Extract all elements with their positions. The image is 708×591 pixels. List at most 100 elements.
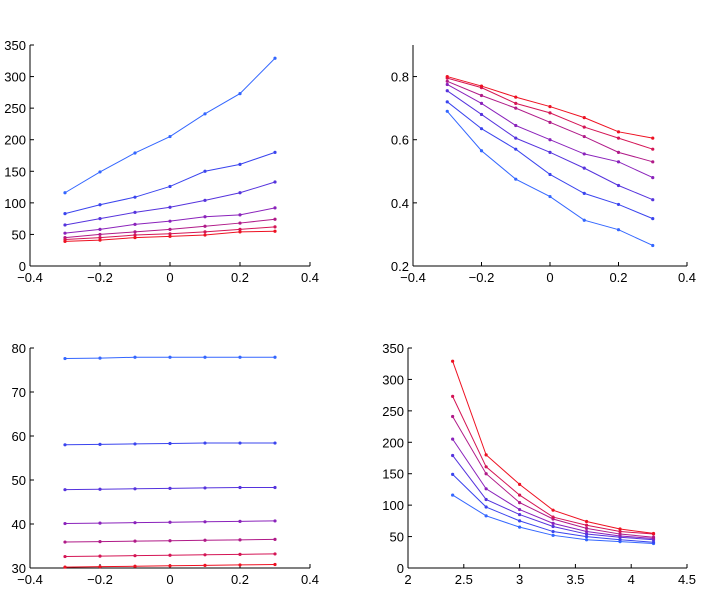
series-s7	[445, 74, 655, 140]
data-point	[651, 176, 655, 180]
y-tick-label: 350	[382, 341, 404, 356]
data-point	[518, 525, 522, 529]
data-point	[616, 130, 621, 134]
data-point	[203, 169, 207, 173]
data-point	[238, 485, 242, 490]
y-tick-label: 150	[382, 467, 404, 482]
data-point	[479, 112, 484, 117]
data-point	[548, 104, 552, 109]
data-point	[133, 151, 137, 155]
y-tick-label: 100	[4, 196, 26, 211]
x-tick-label: 0	[166, 270, 173, 285]
y-tick-label: 100	[382, 498, 404, 513]
data-point	[63, 488, 67, 492]
data-point	[238, 552, 242, 556]
data-point	[238, 162, 242, 166]
series-s2	[445, 100, 655, 221]
data-point	[133, 230, 137, 234]
data-point	[484, 465, 488, 469]
x-tick-label: 0	[166, 572, 173, 587]
data-point	[273, 552, 277, 556]
data-point	[582, 166, 586, 170]
data-point	[98, 521, 102, 525]
data-point	[133, 235, 137, 240]
data-point	[618, 529, 622, 534]
series-line	[446, 110, 653, 246]
data-point	[484, 453, 488, 457]
data-point	[651, 136, 655, 140]
series-line	[452, 361, 654, 534]
data-point	[651, 540, 656, 544]
x-tick-label: −0.2	[87, 270, 113, 285]
series-s5	[451, 414, 656, 539]
series-s4	[451, 437, 656, 541]
data-point	[651, 198, 655, 202]
series-s1	[63, 56, 277, 195]
data-point	[451, 437, 455, 441]
data-point	[238, 221, 242, 225]
data-point	[133, 233, 137, 237]
x-tick-label: −0.4	[400, 270, 426, 285]
data-point	[133, 222, 137, 226]
series-s2	[63, 150, 277, 216]
data-point	[273, 229, 277, 233]
x-tick-label: 2	[404, 572, 411, 587]
data-point	[584, 519, 589, 524]
data-point	[479, 84, 484, 88]
data-point	[451, 394, 455, 398]
data-point	[203, 112, 207, 116]
data-point	[273, 562, 277, 567]
data-point	[203, 215, 207, 219]
y-tick-label: 200	[4, 133, 26, 148]
y-tick-label: 200	[382, 435, 404, 450]
data-point	[203, 553, 207, 557]
data-point	[168, 134, 172, 139]
data-point	[98, 238, 102, 242]
x-tick-label: 0.2	[231, 572, 249, 587]
data-point	[584, 529, 589, 534]
x-tick-label: 0.4	[678, 270, 696, 285]
series-s7	[451, 359, 656, 536]
data-point	[203, 538, 207, 542]
data-point	[273, 206, 277, 210]
data-point	[479, 149, 484, 153]
data-point	[518, 482, 522, 486]
data-point	[273, 225, 277, 229]
y-tick-label: 0.2	[391, 259, 409, 274]
data-point	[445, 79, 449, 83]
data-point	[548, 194, 552, 199]
series-s5	[445, 79, 655, 164]
data-point	[63, 356, 67, 361]
data-point	[238, 519, 242, 523]
data-point	[548, 150, 552, 154]
x-tick-label: −0.4	[17, 572, 43, 587]
y-tick-label: 350	[4, 38, 26, 53]
series-s3	[445, 89, 655, 202]
data-point	[451, 493, 455, 497]
data-point	[133, 539, 137, 543]
data-point	[616, 136, 621, 140]
series-s4	[63, 206, 277, 235]
series-s5	[63, 217, 277, 240]
x-tick-label: 3.5	[566, 572, 584, 587]
chart-bottom-left: −0.4 −0.2 0 0.2 0.4 30 40 50 60 70 80	[12, 341, 320, 587]
data-point	[451, 359, 455, 363]
data-point	[479, 127, 484, 131]
data-point	[98, 540, 102, 544]
data-point	[168, 539, 172, 543]
data-point	[168, 184, 172, 189]
data-point	[484, 514, 488, 518]
data-point	[651, 147, 655, 151]
data-point	[584, 538, 589, 542]
data-point	[168, 227, 172, 231]
data-point	[445, 82, 449, 87]
data-point	[484, 487, 488, 491]
data-point	[133, 355, 137, 359]
data-point	[518, 519, 522, 523]
data-point	[133, 210, 137, 214]
y-tick-label: 50	[12, 473, 26, 488]
data-point	[63, 239, 67, 243]
data-point	[651, 217, 655, 221]
x-tick-label: −0.4	[17, 270, 43, 285]
